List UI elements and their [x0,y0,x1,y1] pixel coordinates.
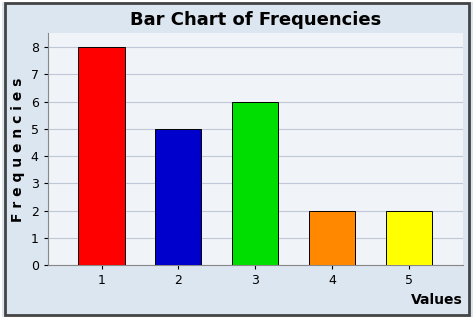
Title: Bar Chart of Frequencies: Bar Chart of Frequencies [130,11,381,29]
Bar [386,211,432,265]
Bar [232,102,278,265]
Y-axis label: F r e q u e n c i e s: F r e q u e n c i e s [11,77,25,222]
Bar [309,211,355,265]
Bar [155,129,201,265]
X-axis label: Values: Values [411,293,463,307]
Bar [79,47,125,265]
